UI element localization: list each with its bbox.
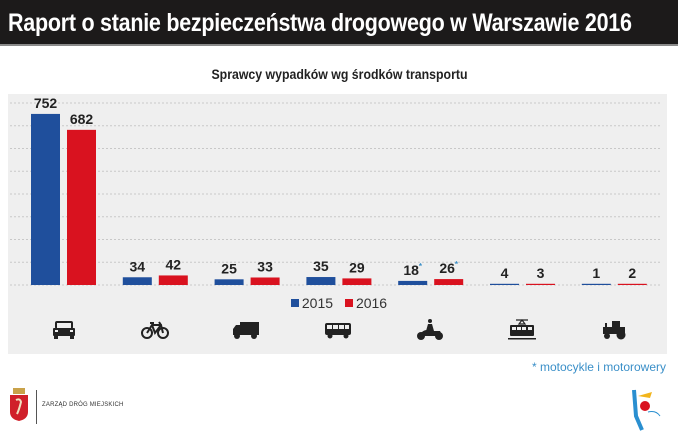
bus-icon — [325, 323, 351, 339]
bar-2015 — [31, 113, 60, 285]
bicycle-icon — [141, 321, 169, 339]
truck-icon — [233, 322, 259, 339]
bar-2016 — [342, 278, 372, 285]
legend-swatch-2015 — [290, 299, 299, 307]
data-label: 2 — [628, 265, 636, 281]
legend-item-2016: 2016 — [344, 295, 388, 311]
bar-2016 — [617, 283, 647, 285]
data-label: 42 — [166, 256, 182, 272]
data-label: 34 — [130, 258, 146, 274]
data-label: 3 — [537, 265, 545, 281]
bar-2016 — [526, 283, 555, 285]
bar-2016 — [250, 277, 280, 285]
chart-panel — [8, 94, 667, 354]
warsaw-crest-logo — [10, 388, 28, 421]
organization-name: ZARZĄD DRÓG MIEJSKICH — [42, 402, 124, 408]
footnote: * motocykle i motorowery — [531, 360, 666, 374]
bar-2015 — [398, 280, 428, 285]
bar-2016 — [158, 275, 188, 285]
motorcycle-icon — [417, 319, 443, 340]
legend-label: 2016 — [355, 295, 388, 311]
bar-2015 — [490, 283, 519, 285]
tractor-icon — [603, 321, 626, 340]
bar-2015 — [214, 279, 244, 285]
bar-2016 — [434, 279, 464, 285]
data-label: 25 — [221, 260, 237, 276]
warszawa-logo — [632, 389, 661, 431]
data-label: 18* — [403, 262, 423, 278]
data-label: 4 — [501, 265, 509, 281]
title-bar: Raport o stanie bezpieczeństwa drogowego… — [0, 0, 678, 46]
tram-icon — [508, 319, 536, 340]
data-label: 26* — [439, 260, 459, 276]
chart-title: Sprawcy wypadków wg środków transportu — [0, 66, 678, 82]
bar-2015 — [581, 283, 611, 285]
data-label: 682 — [70, 111, 94, 127]
car-icon — [53, 321, 75, 339]
data-label: 33 — [257, 258, 273, 274]
data-label: 752 — [34, 95, 58, 111]
bar-2016 — [67, 129, 96, 285]
legend-item-2015: 2015 — [290, 295, 334, 311]
bar-2015 — [122, 277, 152, 285]
footer-divider — [36, 390, 37, 424]
page-title: Raport o stanie bezpieczeństwa drogowego… — [8, 9, 632, 37]
chart-title-text: Sprawcy wypadków wg środków transportu — [210, 66, 468, 82]
data-label: 29 — [349, 259, 365, 275]
legend: 2015 2016 — [0, 295, 678, 311]
data-label: 1 — [592, 265, 600, 281]
bar-chart: 752 682 34 42 25 33 35 29 18* 26* 4 3 1 2 — [10, 95, 660, 286]
bar-2015 — [306, 277, 336, 285]
data-label: 35 — [313, 258, 329, 274]
legend-swatch-2016 — [344, 299, 353, 307]
legend-label: 2015 — [301, 295, 334, 311]
